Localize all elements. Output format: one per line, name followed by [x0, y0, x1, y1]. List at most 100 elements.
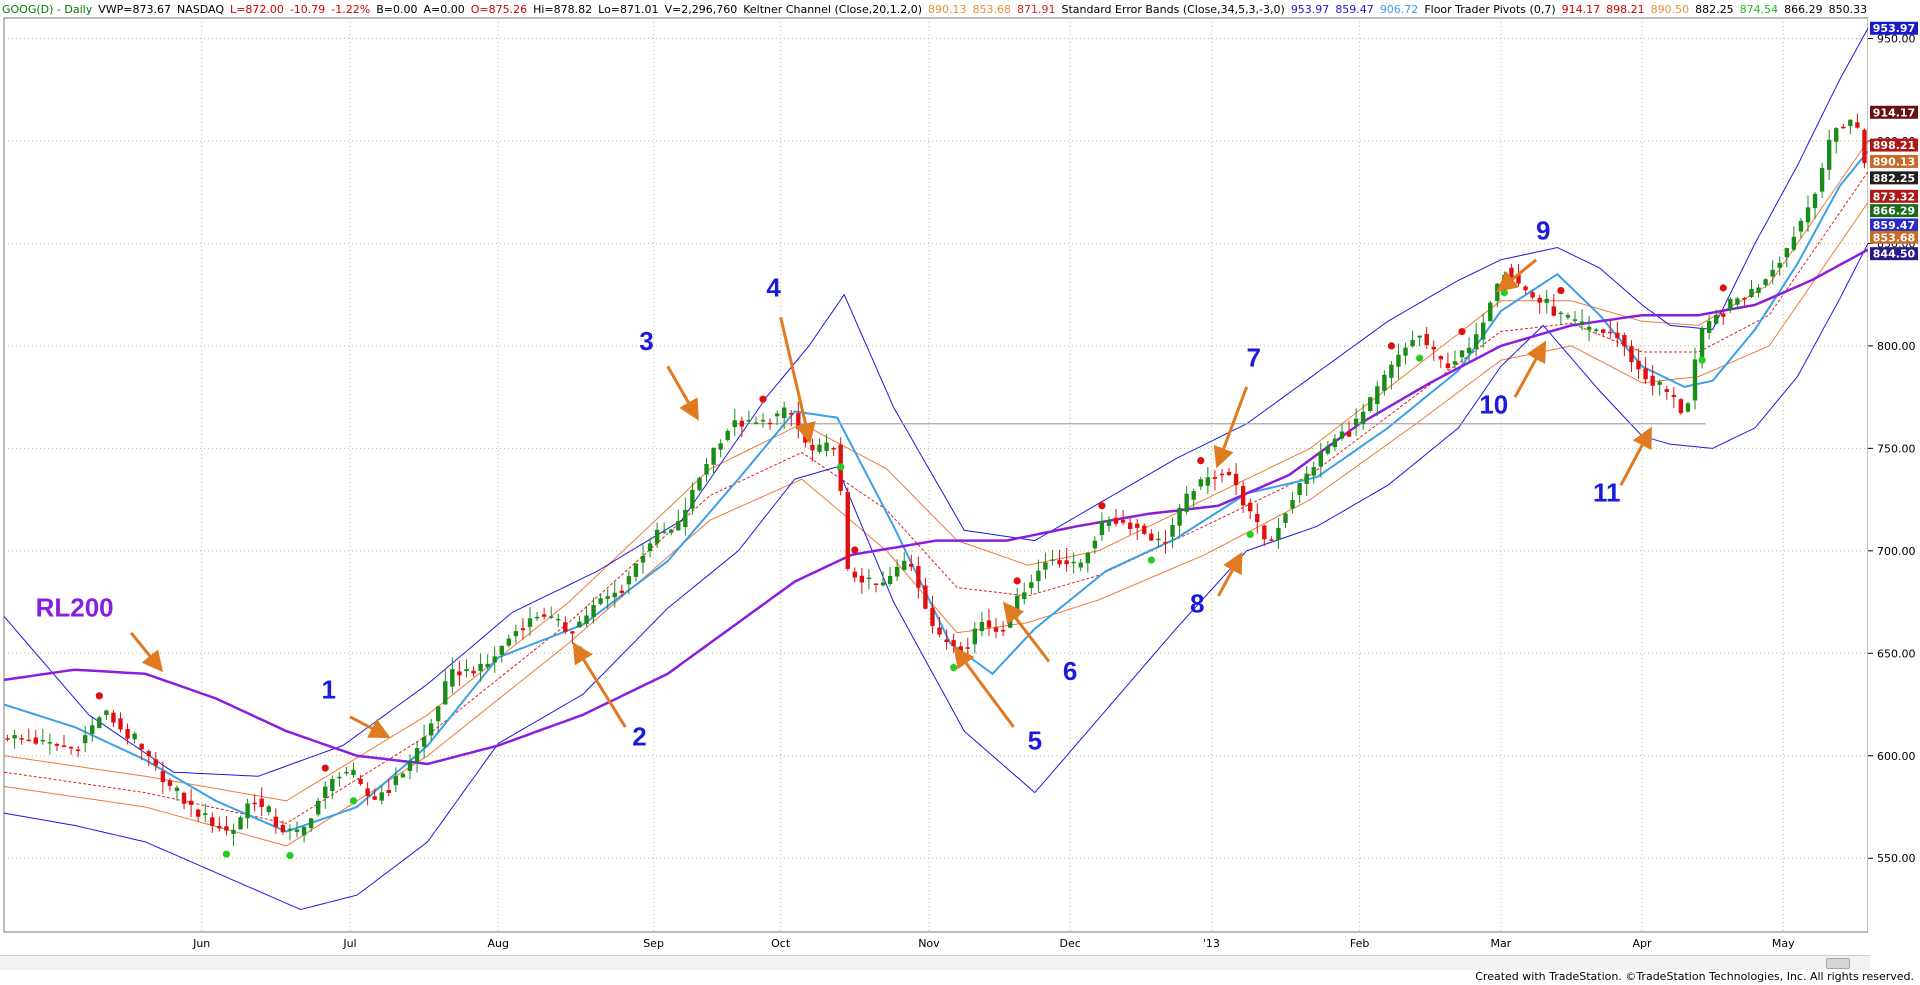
candle	[203, 803, 208, 822]
candle	[1643, 357, 1648, 385]
time-scrollbar[interactable]	[0, 955, 1870, 970]
candle-body	[195, 809, 201, 817]
candle-body	[563, 622, 568, 632]
candle	[1276, 518, 1281, 549]
candle	[866, 569, 872, 590]
candle-body	[979, 621, 985, 632]
candle-body	[739, 420, 745, 427]
candle-body	[1127, 522, 1133, 530]
candle	[160, 761, 166, 794]
candle-body	[683, 509, 688, 528]
candle-body	[287, 828, 293, 831]
candle-body	[1135, 523, 1140, 528]
pivot-high-dot	[1197, 457, 1205, 465]
scrollbar-thumb[interactable]	[1826, 958, 1850, 969]
candle-body	[591, 604, 596, 618]
candle-body	[1311, 467, 1316, 476]
candle	[1156, 531, 1161, 548]
candle	[47, 733, 53, 755]
candle-body	[1586, 326, 1592, 330]
annotation-label: 7	[1246, 342, 1260, 372]
candle	[1233, 463, 1239, 496]
candle	[746, 410, 752, 425]
candle-body	[1382, 374, 1387, 391]
candle	[54, 742, 60, 752]
candle-body	[1078, 562, 1083, 568]
candle	[506, 634, 512, 648]
candle-body	[1233, 473, 1239, 486]
candle-body	[993, 627, 999, 632]
candle-body	[1664, 389, 1669, 392]
candle-body	[1678, 399, 1684, 414]
price-tag	[1870, 218, 1918, 232]
candle-body	[365, 788, 370, 797]
candle	[1113, 508, 1119, 527]
x-tick-label: Jul	[342, 937, 356, 950]
candle	[1311, 461, 1316, 484]
candle	[887, 567, 893, 587]
candle	[937, 617, 942, 638]
candle	[273, 808, 279, 834]
candle	[407, 754, 413, 780]
candle	[1304, 466, 1309, 496]
candle	[1248, 498, 1253, 520]
candle	[782, 401, 787, 430]
pivot-low-dot	[286, 851, 294, 860]
candle-body	[259, 798, 264, 807]
candle	[1692, 347, 1698, 410]
candle-body	[1742, 297, 1747, 300]
candle	[238, 815, 243, 830]
candle	[1424, 326, 1429, 350]
candle	[1664, 385, 1669, 400]
candle-body	[972, 628, 978, 645]
pivot-low-dot	[349, 797, 358, 805]
candle-body	[1699, 328, 1705, 359]
candle-body	[718, 443, 723, 450]
candle-body	[386, 789, 391, 793]
candle-body	[478, 663, 483, 671]
candle-body	[697, 477, 702, 491]
candle	[280, 820, 286, 836]
candle-body	[930, 607, 935, 626]
price-tag	[1870, 21, 1918, 35]
candle	[1085, 552, 1090, 573]
candle-body	[1459, 350, 1465, 358]
candle-body	[1692, 359, 1698, 401]
candle	[753, 416, 759, 425]
price-tag-label: 844.50	[1873, 248, 1916, 261]
candle-body	[146, 751, 151, 757]
candle	[584, 606, 589, 627]
price-tag-label: 866.29	[1873, 205, 1915, 218]
y-tick-label: 750.00	[1877, 442, 1916, 455]
pivot-low-dot	[1500, 289, 1508, 297]
candle-body	[330, 778, 335, 791]
indicator-line	[3, 243, 1869, 911]
pivot-high-dot	[1458, 327, 1466, 336]
candle-body	[153, 759, 158, 766]
candle-body	[132, 733, 137, 740]
candle	[986, 608, 992, 636]
candle-body	[1473, 334, 1479, 349]
candle	[1481, 313, 1486, 349]
candle	[1078, 558, 1083, 572]
price-tag	[1870, 247, 1918, 261]
candle	[1318, 442, 1323, 478]
candle	[1452, 350, 1458, 369]
header-item: 890.50	[1650, 3, 1690, 16]
candle	[1127, 517, 1133, 535]
candle-body	[428, 723, 434, 736]
candle-body	[167, 780, 173, 786]
candle-body	[68, 746, 74, 749]
candle-body	[1339, 431, 1345, 439]
candle-body	[54, 744, 60, 746]
candle	[181, 791, 187, 810]
candle-body	[245, 803, 250, 819]
candle	[1805, 195, 1811, 232]
y-tick-label: 800.00	[1877, 340, 1916, 353]
price-axis-area	[1868, 18, 1920, 932]
candle-body	[1297, 483, 1302, 496]
candle-body	[1593, 329, 1599, 331]
candle-body	[61, 745, 67, 748]
candle	[1593, 327, 1599, 335]
